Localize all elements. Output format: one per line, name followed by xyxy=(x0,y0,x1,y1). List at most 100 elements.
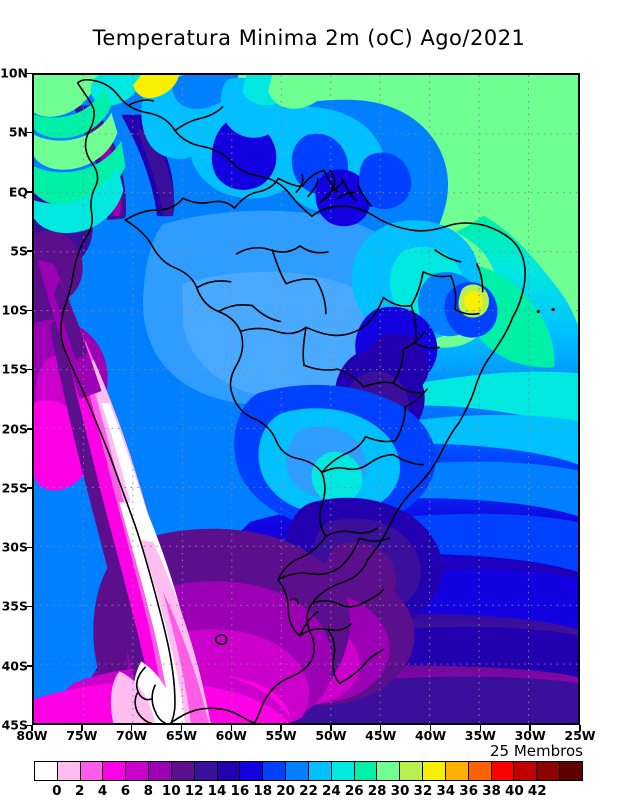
ensemble-members-note: 25 Membros xyxy=(490,742,583,760)
y-tick-mark xyxy=(27,546,33,549)
colorbar-tick-label: 36 xyxy=(459,783,479,799)
map-canvas xyxy=(34,75,578,723)
y-tick-label: 25S xyxy=(1,480,28,496)
colorbar-cell xyxy=(514,762,538,780)
colorbar-cell xyxy=(80,762,104,780)
colorbar-tick-label: 18 xyxy=(253,783,273,799)
x-tick-mark xyxy=(379,725,382,731)
y-tick-label: EQ xyxy=(8,184,28,200)
colorbar-cell xyxy=(537,762,561,780)
colorbar-cell xyxy=(445,762,469,780)
y-tick-label: 20S xyxy=(1,421,28,437)
colorbar-tick-label: 24 xyxy=(321,783,341,799)
y-tick-mark xyxy=(27,309,33,312)
x-tick-mark xyxy=(180,725,183,731)
colorbar-tick-label: 22 xyxy=(299,783,318,799)
colorbar-tick-label: 8 xyxy=(143,783,154,799)
x-tick-mark xyxy=(330,725,332,731)
x-tick-mark xyxy=(81,725,83,731)
colorbar-cell xyxy=(308,762,332,780)
colorbar-tick-label: 34 xyxy=(436,783,456,799)
y-tick-label: 30S xyxy=(1,539,28,555)
x-tick-label: 70W xyxy=(116,728,148,743)
colorbar-cell xyxy=(217,762,241,780)
colorbar-tick-label: 16 xyxy=(230,783,250,799)
colorbar-tick-label: 32 xyxy=(413,783,433,799)
colorbar-tick-label: 26 xyxy=(344,783,364,799)
map-gridlines xyxy=(34,75,578,723)
x-tick-label: 40W xyxy=(414,728,447,743)
colorbar-cell xyxy=(194,762,218,780)
colorbar-cell xyxy=(57,762,81,780)
x-tick-label: 45W xyxy=(365,728,397,743)
colorbar-cell xyxy=(35,762,58,780)
x-tick-label: 60W xyxy=(215,728,247,743)
x-tick-label: 55W xyxy=(265,728,297,743)
colorbar-cell xyxy=(560,762,582,780)
colorbar-tick-label: 38 xyxy=(482,783,501,799)
x-tick-label: 30W xyxy=(514,728,546,743)
colorbar-tick-label: 30 xyxy=(390,783,410,799)
colorbar-tick-label: 10 xyxy=(161,783,181,799)
y-tick-label: 5N xyxy=(8,124,28,140)
colorbar-tick-label: 40 xyxy=(504,783,524,799)
colorbar-cell xyxy=(126,762,150,780)
colorbar[interactable] xyxy=(34,761,583,781)
colorbar-cell xyxy=(423,762,446,780)
y-tick-mark xyxy=(27,72,33,74)
x-tick-mark xyxy=(579,725,581,731)
colorbar-tick-label: 14 xyxy=(207,783,227,799)
y-tick-label: 15S xyxy=(1,361,28,377)
colorbar-tick-label: 42 xyxy=(527,783,547,799)
colorbar-cell xyxy=(263,762,287,780)
y-tick-label: 35S xyxy=(1,598,28,614)
page-title: Temperatura Minima 2m (oC) Ago/2021 xyxy=(92,26,526,50)
colorbar-tick-label: 12 xyxy=(184,783,204,799)
colorbar-cell xyxy=(491,762,515,780)
colorbar-cell xyxy=(377,762,401,780)
x-tick-mark xyxy=(479,725,482,731)
y-tick-mark xyxy=(27,428,33,430)
colorbar-cell xyxy=(400,762,424,780)
y-tick-mark xyxy=(27,250,33,252)
colorbar-cell xyxy=(468,762,492,780)
colorbar-tick-label: 20 xyxy=(276,783,296,799)
temperature-field xyxy=(34,75,578,723)
colorbar-cell xyxy=(103,762,127,780)
x-tick-mark xyxy=(429,725,432,731)
y-tick-label: 5S xyxy=(10,243,28,259)
x-tick-mark xyxy=(529,725,531,731)
y-tick-mark xyxy=(27,665,33,667)
y-tick-mark xyxy=(27,368,33,371)
y-tick-label: 10N xyxy=(0,65,28,81)
colorbar-tick-label: 0 xyxy=(52,783,62,799)
y-tick-label: 10S xyxy=(1,302,28,318)
y-tick-mark xyxy=(27,605,33,608)
x-tick-label: 35W xyxy=(464,728,496,743)
x-tick-mark xyxy=(31,725,33,731)
x-tick-mark xyxy=(130,725,133,731)
colorbar-cell xyxy=(331,762,355,780)
x-tick-label: 75W xyxy=(66,728,98,743)
y-tick-label: 40S xyxy=(1,658,28,674)
colorbar-cell xyxy=(354,762,378,780)
y-tick-label: 45S xyxy=(1,717,28,733)
y-tick-mark xyxy=(27,131,33,134)
x-tick-label: 50W xyxy=(315,728,347,743)
map-plot-area[interactable] xyxy=(32,73,580,725)
x-tick-mark xyxy=(280,725,282,731)
colorbar-cell xyxy=(149,762,172,780)
x-tick-mark xyxy=(230,725,233,731)
y-tick-mark xyxy=(27,487,33,489)
colorbar-cell xyxy=(171,762,195,780)
y-tick-mark xyxy=(27,191,33,193)
colorbar-tick-label: 4 xyxy=(97,783,108,799)
y-tick-mark xyxy=(27,724,33,726)
colorbar-tick-labels: 0 2 4 6 8 10 12 14 16 18 20 22 24 26 28 30 32 34 36 38 40 42 xyxy=(34,783,583,799)
colorbar-tick-label: 2 xyxy=(75,783,85,799)
colorbar-cell xyxy=(240,762,264,780)
colorbar-cell xyxy=(286,762,309,780)
x-tick-label: 25W xyxy=(564,728,596,743)
x-tick-label: 80W xyxy=(16,728,48,743)
x-tick-label: 65W xyxy=(165,728,198,743)
